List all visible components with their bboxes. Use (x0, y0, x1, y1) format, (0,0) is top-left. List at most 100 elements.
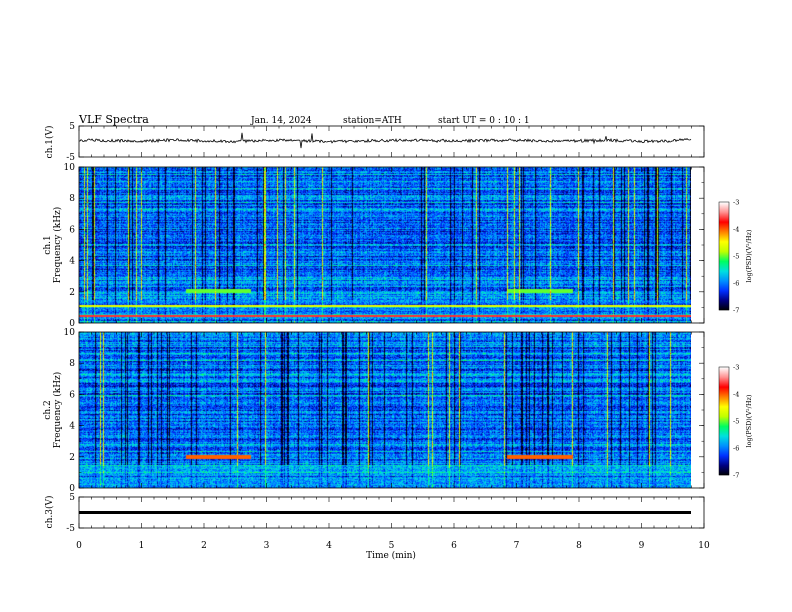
colorbar-step (719, 209, 729, 211)
colorbar-step (719, 214, 729, 216)
colorbar-step (719, 381, 729, 383)
colorbar-step (719, 446, 729, 448)
colorbar-tick-label: -5 (733, 418, 739, 426)
colorbar-step (719, 237, 729, 239)
colorbar-step (719, 395, 729, 397)
colorbar-step (719, 224, 729, 226)
colorbar-step (719, 461, 729, 463)
colorbar-step (719, 266, 729, 268)
colorbar-step (719, 257, 729, 259)
colorbar-step (719, 412, 729, 414)
colorbar-step (719, 428, 729, 430)
colorbar-step (719, 396, 729, 398)
colorbar-step (719, 288, 729, 290)
colorbar-step (719, 223, 729, 225)
colorbar-step (719, 215, 729, 217)
start-time-label: start UT = 0 : 10 : 1 (438, 116, 530, 126)
colorbar-step (719, 247, 729, 249)
colorbar-step (719, 213, 729, 215)
colorbar-step (719, 300, 729, 302)
colorbar-tick-label: -3 (733, 199, 739, 207)
ch1-waveform-line (79, 132, 692, 149)
colorbar-step (719, 273, 729, 275)
colorbar-step (719, 262, 729, 264)
colorbar-step (719, 408, 729, 410)
colorbar-step (719, 418, 729, 420)
colorbar-step (719, 371, 729, 373)
colorbar-step (719, 219, 729, 221)
colorbar-step (719, 440, 729, 442)
colorbar-step (719, 426, 729, 428)
colorbar-step (719, 377, 729, 379)
colorbar-step (719, 265, 729, 267)
colorbar-step (719, 284, 729, 286)
colorbar-step (719, 261, 729, 263)
colorbar-step (719, 292, 729, 294)
colorbar-step (719, 388, 729, 390)
colorbar-step (719, 449, 729, 451)
colorbar-step (719, 398, 729, 400)
colorbar-step (719, 291, 729, 293)
colorbar-step (719, 277, 729, 279)
colorbar-step (719, 416, 729, 418)
colorbar-step (719, 402, 729, 404)
colorbar-step (719, 374, 729, 376)
colorbar-step (719, 268, 729, 270)
colorbar-step (719, 452, 729, 454)
colorbar-step (719, 259, 729, 261)
colorbar-tick-label: -4 (733, 226, 739, 234)
colorbar-step (719, 249, 729, 251)
colorbar-step (719, 465, 729, 467)
x-tick-label: 0 (76, 541, 82, 551)
colorbar-step (719, 218, 729, 220)
colorbar-label: log(PSD)(V²/Hz) (745, 394, 753, 447)
colorbar-step (719, 387, 729, 389)
colorbar-step (719, 474, 729, 476)
colorbar-step (719, 394, 729, 396)
colorbar-step (719, 307, 729, 309)
colorbar-step (719, 271, 729, 273)
colorbar-step (719, 256, 729, 258)
colorbar-step (719, 278, 729, 280)
ch1-spectrogram-ylabel-line1: ch.1 (43, 235, 53, 254)
ch1-colorbar: -3 -4 -5 -6 -7 log(PSD)(V²/Hz) (718, 199, 753, 315)
colorbar-step (719, 427, 729, 429)
colorbar-step (719, 255, 729, 257)
colorbar-step (719, 217, 729, 219)
colorbar-step (719, 226, 729, 228)
colorbar-step (719, 444, 729, 446)
colorbar-step (719, 397, 729, 399)
colorbar-step (719, 236, 729, 238)
colorbar-step (719, 455, 729, 457)
colorbar-step (719, 309, 729, 311)
colorbar-step (719, 272, 729, 274)
colorbar-frame (718, 366, 730, 476)
colorbar-step (719, 203, 729, 205)
colorbar-step (719, 467, 729, 469)
colorbar-step (719, 459, 729, 461)
colorbar-step (719, 417, 729, 419)
colorbar-frame (718, 201, 730, 311)
colorbar-step (719, 380, 729, 382)
colorbar-step (719, 245, 729, 247)
colorbar-step (719, 253, 729, 255)
colorbar-step (719, 240, 729, 242)
ch2-spectrogram-ylabel: ch.2 Frequency (kHz) (43, 372, 63, 449)
colorbar-step (719, 436, 729, 438)
colorbar-step (719, 378, 729, 380)
colorbar-step (719, 304, 729, 306)
colorbar-step (719, 252, 729, 254)
colorbar-tick-label: -7 (733, 307, 739, 315)
colorbar-step (719, 202, 729, 204)
colorbar-step (719, 306, 729, 308)
x-tick-label: 10 (698, 541, 710, 551)
colorbar-step (719, 369, 729, 371)
colorbar-step (719, 413, 729, 415)
colorbar-step (719, 403, 729, 405)
colorbar-step (719, 370, 729, 372)
colorbar-step (719, 406, 729, 408)
colorbar-step (719, 254, 729, 256)
colorbar-step (719, 220, 729, 222)
colorbar-step (719, 233, 729, 235)
